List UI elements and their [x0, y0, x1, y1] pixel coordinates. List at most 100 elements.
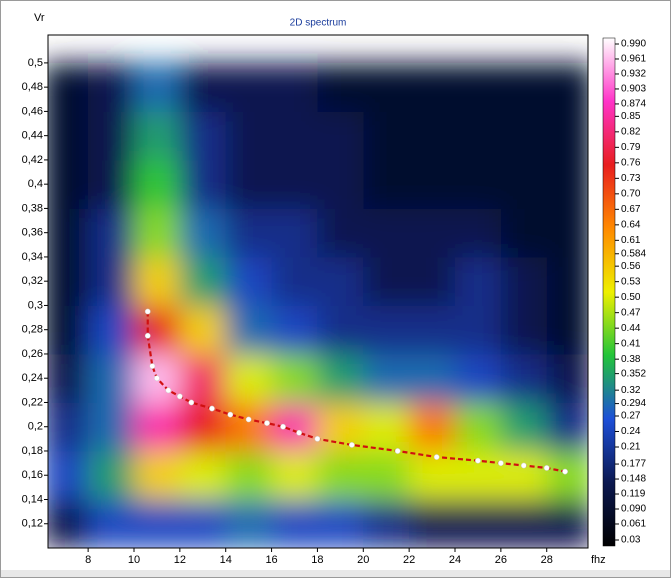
heatmap-cell	[133, 111, 181, 161]
heatmap-cell	[546, 62, 588, 112]
curve-point	[165, 387, 172, 394]
heatmap-cell	[271, 450, 318, 500]
heatmap-cell	[317, 111, 364, 161]
heatmap-cell	[546, 353, 588, 403]
y-tick-label: 0,12	[22, 518, 43, 530]
heatmap-cell	[500, 208, 548, 258]
heatmap-cell	[271, 62, 318, 112]
heatmap-cell	[48, 62, 89, 112]
heatmap-cell	[409, 111, 456, 161]
heatmap-cell	[363, 208, 410, 258]
heatmap-cell	[546, 208, 588, 258]
heatmap-cell	[363, 256, 410, 306]
curve-point	[280, 423, 286, 430]
heatmap-cell	[500, 62, 548, 112]
heatmap-cell	[455, 111, 502, 161]
x-tick-label: 20	[357, 554, 369, 566]
y-tick-label: 0,38	[22, 202, 43, 214]
x-tick-label: 22	[403, 554, 415, 566]
dispersion-curve	[144, 308, 568, 475]
y-tick-label: 0,34	[22, 251, 43, 263]
heatmap-cell	[500, 450, 548, 500]
heatmap-cell	[455, 353, 502, 403]
heatmap-cell	[225, 305, 273, 355]
heatmap-cell	[88, 353, 135, 403]
colorbar-tick-label: 0.32	[621, 385, 641, 396]
curve-point	[154, 375, 160, 382]
heatmap-cell	[455, 159, 502, 209]
heatmap-cell	[225, 208, 273, 258]
colorbar-tick-label: 0.352	[621, 368, 646, 379]
heatmap-cell	[409, 450, 456, 500]
heatmap-cell	[179, 499, 227, 548]
colorbar-tick-label: 0.73	[621, 173, 641, 184]
heatmap-cell	[317, 256, 364, 306]
colorbar-tick-label: 0.21	[621, 442, 641, 453]
curve-point	[296, 429, 302, 436]
heatmap-cell	[363, 305, 410, 355]
heatmap-cell	[133, 62, 181, 112]
heatmap-cell	[500, 256, 548, 306]
colorbar-tick-label: 0.85	[621, 111, 641, 122]
heatmap-cell	[546, 305, 588, 355]
y-tick-label: 0,48	[22, 81, 43, 93]
heatmap-cell	[317, 499, 364, 548]
colorbar-tick-label: 0.061	[621, 519, 646, 530]
colorbar-tick-label: 0.874	[621, 99, 646, 110]
heatmap-cell	[48, 353, 89, 403]
heatmap-cell	[179, 208, 227, 258]
colorbar-tick-label: 0.76	[621, 157, 641, 168]
x-tick-label: 24	[449, 554, 461, 566]
heatmap-cell	[455, 208, 502, 258]
colorbar-tick-label: 0.53	[621, 276, 641, 287]
heatmap-cell	[179, 159, 227, 209]
heatmap-cell	[455, 402, 502, 452]
heatmap-cell	[179, 256, 227, 306]
heatmap-cell	[409, 159, 456, 209]
colorbar-tick-label: 0.990	[621, 39, 646, 50]
x-tick-label: 12	[174, 554, 186, 566]
colorbar-tick-label: 0.03	[621, 535, 641, 546]
curve-line	[146, 311, 566, 473]
heatmap-cell	[88, 305, 135, 355]
y-tick-label: 0,14	[22, 493, 43, 505]
heatmap-cell	[179, 353, 227, 403]
heatmap-cell	[317, 62, 364, 112]
heatmap-cell	[225, 256, 273, 306]
status-strip	[1, 570, 670, 577]
heatmap-cell	[88, 499, 135, 548]
heatmap-cell	[48, 111, 89, 161]
y-tick-label: 0,4	[28, 178, 43, 190]
heatmap-cell	[455, 256, 502, 306]
heatmap-cell	[88, 208, 135, 258]
heatmap	[48, 62, 588, 548]
heatmap-cell	[225, 402, 273, 452]
heatmap-cell	[409, 353, 456, 403]
colorbar-tick-label: 0.70	[621, 188, 641, 199]
curve-point	[562, 468, 568, 475]
heatmap-cell	[48, 208, 89, 258]
heatmap-cell	[363, 62, 410, 112]
plot-frame	[47, 34, 589, 549]
curve-point	[227, 411, 234, 418]
heatmap-cell	[225, 450, 273, 500]
heatmap-cell	[271, 499, 318, 548]
heatmap-cell	[133, 402, 181, 452]
curve-point	[264, 420, 270, 426]
heatmap-cell	[225, 353, 273, 403]
curve-point	[348, 442, 355, 448]
x-tick-label: 26	[495, 554, 507, 566]
heatmap-cell	[455, 499, 502, 548]
heatmap-cell	[363, 450, 410, 500]
heatmap-cell	[363, 159, 410, 209]
curve-point	[433, 454, 440, 460]
curve-point	[209, 405, 215, 412]
heatmap-cell	[225, 159, 273, 209]
y-tick-label: 0,18	[22, 445, 43, 457]
heatmap-cell	[271, 305, 318, 355]
heatmap-cell	[546, 256, 588, 306]
heatmap-cell	[88, 159, 135, 209]
y-tick-label: 0,5	[28, 57, 43, 69]
colorbar-tick-label: 0.44	[621, 323, 641, 334]
y-tick-label: 0,2	[28, 421, 43, 433]
